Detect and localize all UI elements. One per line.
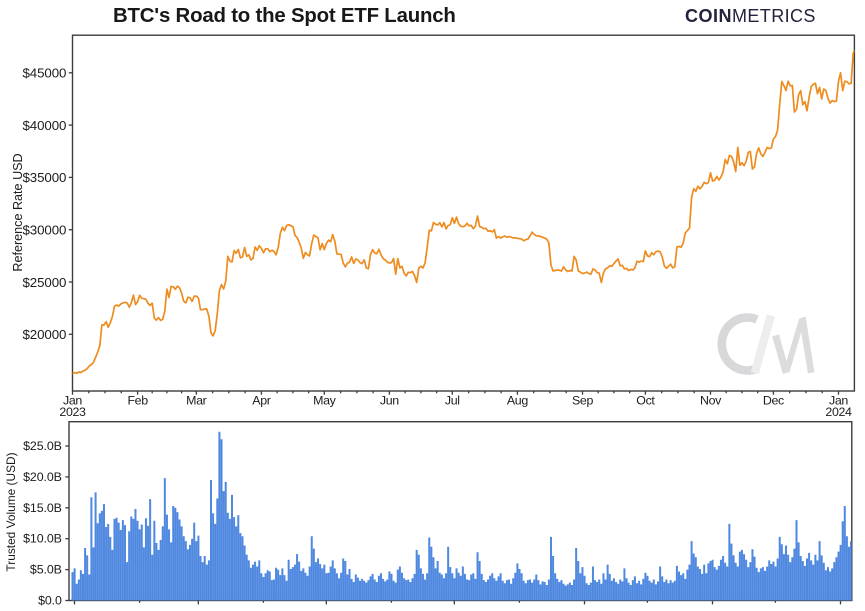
svg-text:Trusted Volume (USD): Trusted Volume (USD) [4, 452, 18, 571]
svg-text:$20000: $20000 [23, 327, 67, 342]
svg-text:$15.0B: $15.0B [23, 501, 62, 515]
svg-text:Oct: Oct [636, 394, 655, 408]
svg-text:Jun: Jun [380, 394, 399, 408]
svg-text:May: May [313, 394, 337, 408]
svg-text:Reference Rate USD: Reference Rate USD [11, 153, 25, 271]
svg-text:2024: 2024 [825, 405, 852, 419]
svg-text:$25.0B: $25.0B [23, 439, 62, 453]
svg-text:$40000: $40000 [23, 118, 67, 133]
svg-text:Dec: Dec [763, 394, 784, 408]
svg-text:$0.0: $0.0 [38, 594, 62, 608]
svg-text:Jan: Jan [829, 394, 848, 408]
svg-text:Sep: Sep [572, 394, 593, 408]
svg-text:2023: 2023 [59, 405, 86, 419]
svg-text:Apr: Apr [252, 394, 270, 408]
svg-text:BTC's Road to the Spot ETF Lau: BTC's Road to the Spot ETF Launch [113, 5, 456, 27]
svg-text:$30000: $30000 [23, 223, 67, 238]
svg-text:Aug: Aug [507, 394, 528, 408]
svg-text:Jul: Jul [445, 394, 460, 408]
svg-text:Jan: Jan [63, 394, 82, 408]
svg-text:$10.0B: $10.0B [23, 532, 62, 546]
svg-text:$20.0B: $20.0B [23, 470, 62, 484]
svg-text:$35000: $35000 [23, 170, 67, 185]
svg-text:Mar: Mar [186, 394, 207, 408]
svg-text:$5.0B: $5.0B [30, 563, 62, 577]
svg-text:$25000: $25000 [23, 275, 67, 290]
svg-text:$45000: $45000 [23, 66, 67, 81]
svg-text:Feb: Feb [127, 394, 148, 408]
svg-text:COINMETRICS: COINMETRICS [685, 6, 816, 26]
svg-text:Nov: Nov [700, 394, 722, 408]
